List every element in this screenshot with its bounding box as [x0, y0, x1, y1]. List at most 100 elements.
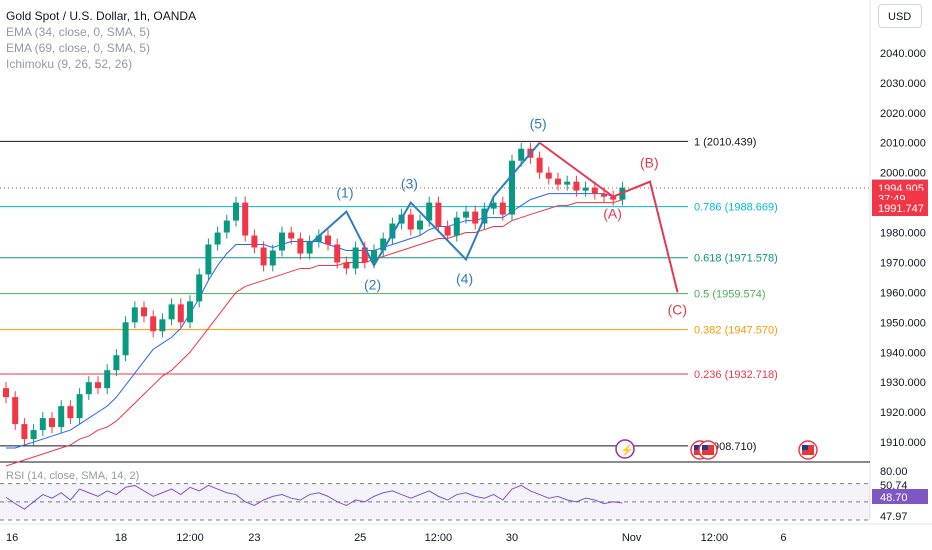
price-tick-label: 1910.000 [880, 437, 926, 449]
price-tick-label: 1980.000 [880, 228, 926, 240]
time-tick-label: Nov [622, 532, 642, 544]
ema-34-line [6, 193, 623, 449]
candle-body [30, 430, 37, 440]
time-tick-label: 12:00 [176, 532, 204, 544]
currency-button[interactable]: USD [878, 4, 922, 28]
candle-body [49, 418, 55, 428]
candle-body [352, 247, 359, 269]
candle-body [463, 211, 469, 218]
fib-label: 0.5 (1959.574) [694, 289, 766, 301]
rsi-label: RSI (14, close, SMA, 14, 2) [6, 470, 140, 482]
time-tick-label: 23 [248, 532, 260, 544]
chart-legend: Gold Spot / U.S. Dollar, 1h, OANDA EMA (… [6, 8, 196, 72]
candle-body [334, 244, 341, 263]
candle-body [113, 355, 120, 371]
price-tick-label: 1960.000 [880, 287, 926, 299]
wave-label: (4) [456, 270, 473, 286]
candle-body [601, 193, 607, 197]
wave-label: (A) [603, 206, 622, 222]
candle-body [306, 241, 313, 254]
candle-body [371, 250, 377, 263]
candle-body [122, 322, 129, 356]
candle-body [315, 235, 322, 242]
candle-body [196, 274, 203, 302]
candle-body [104, 370, 111, 389]
chart-title: Gold Spot / U.S. Dollar, 1h, OANDA [6, 9, 197, 23]
candle-body [472, 211, 479, 224]
time-tick-label: 30 [506, 532, 518, 544]
candle-body [85, 382, 92, 395]
candle-body [518, 148, 525, 161]
candle-body [536, 157, 543, 173]
candle-body [509, 160, 515, 215]
candle-body [67, 406, 74, 419]
indicator-ema-69[interactable]: EMA (69, close, 0, SMA, 5) [6, 41, 151, 55]
candle-body [159, 319, 166, 332]
elliott-impulse-line [308, 142, 541, 268]
price-tick-label: 1940.000 [880, 347, 926, 359]
fib-label: 0.236 (1932.718) [694, 369, 778, 381]
candle-body [564, 181, 571, 185]
wave-label: (5) [530, 116, 547, 132]
candle-body [407, 214, 414, 230]
candle-body [610, 196, 617, 200]
candle-body [545, 172, 552, 179]
rsi-tick-label: 48.70 [880, 492, 908, 504]
price-tick-label: 2040.000 [880, 48, 926, 60]
candle-body [205, 244, 212, 275]
candle-body [297, 238, 304, 254]
price-badge [872, 199, 928, 216]
candle-body [214, 232, 221, 245]
candle-body [58, 406, 65, 428]
price-tick-label: 1970.000 [880, 257, 926, 269]
indicator-ichimoku[interactable]: Ichimoku (9, 26, 52, 26) [6, 57, 133, 71]
lightning-icon: ⚡ [620, 444, 634, 457]
candle-body [260, 247, 267, 266]
elliott-correction-line [539, 141, 679, 293]
fib-label: 1 (2010.439) [694, 136, 756, 148]
candle-body [131, 307, 138, 323]
price-tick-label: 2000.000 [880, 168, 926, 180]
rsi-tick-label: 47.97 [880, 511, 908, 523]
candle-body [453, 217, 460, 236]
candle-body [141, 307, 147, 317]
fib-label: 0.382 (1947.570) [694, 325, 778, 337]
time-tick-label: 6 [780, 532, 786, 544]
candle-body [242, 202, 249, 236]
candle-body [251, 235, 258, 248]
candle-body [582, 187, 589, 191]
candle-body [187, 301, 193, 323]
ema-69-line [5, 199, 623, 467]
candle-body [3, 388, 9, 398]
price-tick-label: 2020.000 [880, 108, 926, 120]
candle-body [591, 187, 598, 194]
indicator-ema-34[interactable]: EMA (34, close, 0, SMA, 5) [6, 25, 151, 39]
candle-body [499, 202, 506, 215]
price-tick-label: 1950.000 [880, 317, 926, 329]
fib-label: 0.786 (1988.669) [694, 202, 778, 214]
candle-body [168, 304, 175, 320]
time-tick-label: 18 [115, 532, 127, 544]
time-tick-label: 25 [354, 532, 366, 544]
price-tick-label: 1920.000 [880, 407, 926, 419]
candle-body [269, 250, 276, 266]
candle-body [233, 202, 239, 221]
candle-body [380, 238, 387, 251]
fib-label: 0.618 (1971.578) [694, 253, 778, 265]
candle-body [150, 316, 157, 332]
wave-label: (1) [336, 185, 353, 201]
candle-body [279, 232, 285, 251]
price-tick-label: 2030.000 [880, 78, 926, 90]
candle-body [76, 394, 83, 419]
price-badge-label: 1991.747 [878, 203, 924, 215]
price-tick-label: 2010.000 [880, 138, 926, 150]
candle-body [95, 382, 101, 389]
candle-body [177, 304, 184, 323]
candle-body [555, 178, 561, 185]
candle-body [490, 202, 497, 209]
candle-body [426, 202, 433, 221]
candle-body [444, 226, 451, 236]
rsi-value-badge [872, 489, 928, 504]
candle-body [389, 223, 396, 239]
